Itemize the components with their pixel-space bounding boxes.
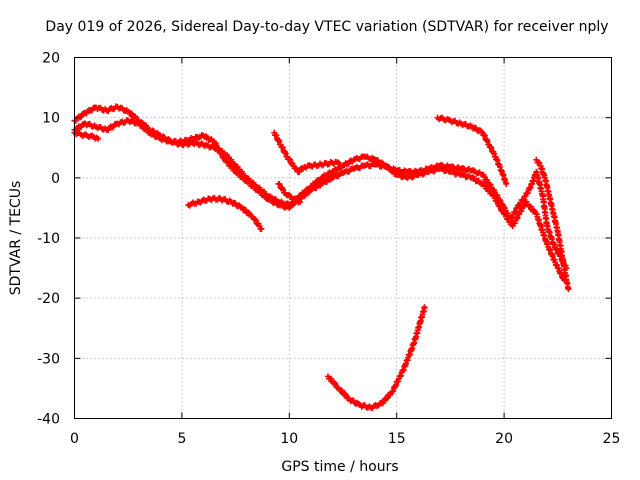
data-point-marker — [478, 128, 485, 135]
data-point-marker — [527, 203, 534, 210]
data-point-marker — [536, 160, 543, 167]
data-point-marker — [338, 387, 345, 394]
data-point-marker — [355, 400, 362, 407]
series-arc-3 — [71, 129, 102, 142]
series-arc-2 — [71, 117, 568, 284]
data-point-marker — [343, 392, 350, 399]
data-point-marker — [216, 194, 223, 201]
y-tick-label: -20 — [37, 291, 60, 307]
data-point-marker — [91, 122, 98, 129]
data-point-marker — [194, 198, 201, 205]
data-point-marker — [281, 189, 288, 196]
data-point-marker — [231, 166, 238, 173]
x-tick-label: 20 — [495, 431, 513, 447]
series-arc-5 — [271, 129, 342, 175]
data-point-marker — [188, 134, 195, 141]
data-point-marker — [237, 203, 244, 210]
data-point-marker — [256, 222, 263, 229]
series-arc-7 — [434, 114, 510, 187]
data-point-marker — [486, 181, 493, 188]
x-tick-labels: 0 5 10 15 20 25 — [70, 431, 620, 447]
data-point-marker — [424, 169, 431, 176]
data-point-marker — [421, 305, 428, 312]
data-point-marker — [134, 119, 141, 126]
x-tick-label: 5 — [177, 431, 186, 447]
x-tick-label: 25 — [603, 431, 621, 447]
data-point-marker — [278, 185, 285, 192]
data-point-marker — [76, 129, 83, 136]
data-point-marker — [445, 116, 452, 123]
y-tick-label: -30 — [37, 351, 60, 367]
series-arc-6 — [275, 180, 304, 206]
data-point-marker — [292, 165, 299, 172]
data-point-marker — [89, 132, 96, 139]
data-point-marker — [521, 193, 528, 200]
data-point-marker — [513, 205, 520, 212]
data-point-marker — [528, 181, 535, 188]
data-point-marker — [123, 106, 130, 113]
axis-ticks — [74, 57, 612, 419]
data-point-marker — [252, 217, 259, 224]
data-point-marker — [198, 140, 205, 147]
data-point-marker — [456, 119, 463, 126]
y-tick-labels: -40 -30 -20 -10 0 10 20 — [37, 51, 60, 428]
data-point-marker — [332, 381, 339, 388]
data-point-marker — [300, 165, 307, 172]
data-point-marker — [276, 181, 283, 188]
data-point-marker — [226, 197, 233, 204]
y-tick-label: 0 — [51, 171, 60, 187]
data-point-marker — [565, 285, 572, 292]
y-axis-title: SDTVAR / TECUs — [8, 181, 24, 296]
data-point-marker — [413, 171, 420, 178]
data-point-marker — [277, 184, 284, 191]
grid — [74, 57, 612, 419]
y-tick-label: 10 — [42, 111, 60, 127]
data-point-marker — [242, 207, 249, 214]
data-point-marker — [128, 110, 135, 117]
data-point-marker — [541, 172, 548, 179]
data-point-marker — [379, 400, 386, 407]
x-axis-title: GPS time / hours — [281, 459, 398, 475]
data-point-marker — [384, 395, 391, 402]
data-point-marker — [290, 201, 297, 208]
series-arc-9 — [533, 156, 572, 293]
data-point-marker — [498, 167, 505, 174]
data-point-marker — [231, 160, 238, 167]
data-point-marker — [305, 186, 312, 193]
data-point-marker — [502, 179, 509, 186]
chart-title: Day 019 of 2026, Sidereal Day-to-day VTE… — [45, 19, 608, 35]
x-tick-label: 0 — [70, 431, 79, 447]
series-arc-8 — [324, 304, 428, 412]
data-point-marker — [289, 160, 296, 167]
data-point-marker — [505, 216, 512, 223]
y-tick-label: 20 — [42, 51, 60, 67]
data-point-marker — [221, 154, 228, 161]
series-arc-4 — [185, 194, 265, 232]
data-point-marker — [334, 159, 341, 166]
data-point-marker — [515, 211, 522, 218]
data-point-marker — [328, 375, 335, 382]
data-point-marker — [385, 163, 392, 170]
data-point-marker — [139, 122, 146, 129]
data-point-marker — [286, 156, 293, 163]
data-points — [71, 103, 572, 412]
x-tick-label: 15 — [388, 431, 406, 447]
data-point-marker — [138, 121, 145, 128]
x-tick-label: 10 — [280, 431, 298, 447]
data-point-marker — [257, 225, 264, 232]
data-point-marker — [487, 182, 494, 189]
y-tick-label: -10 — [37, 231, 60, 247]
y-tick-label: -40 — [37, 412, 60, 428]
data-point-marker — [93, 134, 100, 141]
data-point-marker — [82, 131, 89, 138]
data-point-marker — [467, 122, 474, 129]
data-point-marker — [112, 103, 119, 110]
